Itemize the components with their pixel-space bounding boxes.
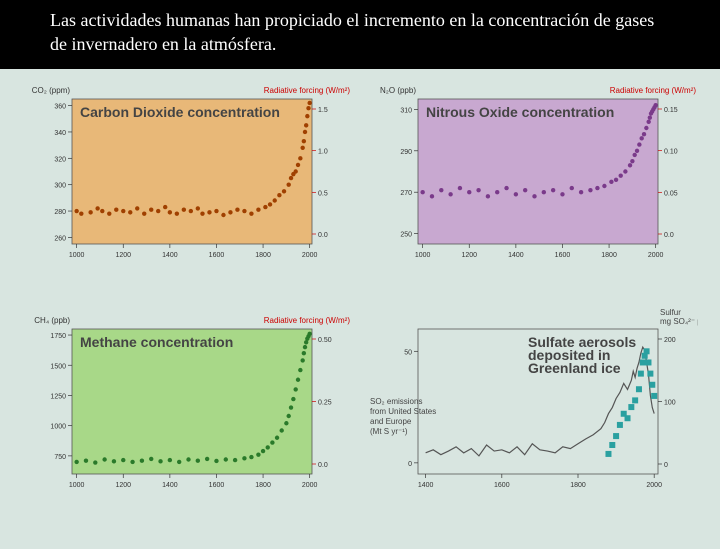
svg-text:0.0: 0.0: [318, 232, 328, 239]
svg-text:280: 280: [54, 209, 66, 216]
svg-text:mg SO₄²⁻ per tonne of ice: mg SO₄²⁻ per tonne of ice: [660, 317, 698, 326]
svg-text:0: 0: [664, 462, 668, 469]
svg-text:250: 250: [400, 231, 412, 238]
svg-text:320: 320: [54, 156, 66, 163]
svg-text:1000: 1000: [69, 252, 85, 259]
svg-text:2000: 2000: [646, 482, 662, 489]
chart-panel-ch4: CH₄ (ppb) Radiative forcing (W/m²) 1000 120…: [22, 309, 352, 509]
title-bar: Las actividades humanas han propiciado e…: [0, 0, 720, 69]
svg-text:290: 290: [400, 148, 412, 155]
svg-text:0.25: 0.25: [318, 399, 332, 406]
svg-text:750: 750: [54, 453, 66, 460]
svg-text:1800: 1800: [255, 482, 271, 489]
svg-text:1000: 1000: [415, 252, 431, 259]
chart-panel-sulfate: SO₂ emissionsfrom United Statesand Europ…: [368, 309, 698, 509]
svg-text:0.50: 0.50: [318, 337, 332, 344]
svg-text:0.5: 0.5: [318, 190, 328, 197]
svg-text:1200: 1200: [115, 252, 131, 259]
svg-text:2000: 2000: [302, 482, 318, 489]
svg-text:and Europe: and Europe: [370, 417, 412, 426]
svg-text:0.0: 0.0: [664, 232, 674, 239]
svg-text:2000: 2000: [302, 252, 318, 259]
svg-text:1200: 1200: [115, 482, 131, 489]
svg-text:1400: 1400: [162, 482, 178, 489]
svg-text:CO₂ (ppm): CO₂ (ppm): [32, 86, 71, 95]
svg-text:1400: 1400: [508, 252, 524, 259]
svg-text:0.0: 0.0: [318, 462, 328, 469]
svg-text:100: 100: [664, 399, 676, 406]
svg-text:1200: 1200: [461, 252, 477, 259]
svg-text:300: 300: [54, 182, 66, 189]
svg-text:Radiative forcing (W/m²): Radiative forcing (W/m²): [264, 86, 351, 95]
svg-text:1.0: 1.0: [318, 148, 328, 155]
svg-text:270: 270: [400, 190, 412, 197]
svg-text:310: 310: [400, 107, 412, 114]
svg-text:0.15: 0.15: [664, 107, 678, 114]
svg-text:260: 260: [54, 235, 66, 242]
svg-text:Sulfur: Sulfur: [660, 309, 681, 317]
chart-panel-n2o: N₂O (ppb) Radiative forcing (W/m²) 1000 120…: [368, 79, 698, 279]
panels-container: CO₂ (ppm)Radiative forcing (W/m²)1000120…: [0, 69, 720, 549]
svg-text:1.5: 1.5: [318, 107, 328, 114]
svg-text:0: 0: [408, 460, 412, 467]
svg-text:200: 200: [664, 337, 676, 344]
svg-text:SO₂ emissions: SO₂ emissions: [370, 397, 422, 406]
svg-text:Nitrous Oxide concentration: Nitrous Oxide concentration: [426, 104, 614, 120]
svg-text:1600: 1600: [209, 252, 225, 259]
svg-text:(Mt S yr⁻¹): (Mt S yr⁻¹): [370, 427, 408, 436]
svg-text:1000: 1000: [69, 482, 85, 489]
svg-text:Greenland ice: Greenland ice: [528, 360, 621, 376]
svg-text:Methane concentration: Methane concentration: [80, 334, 233, 350]
svg-text:0.10: 0.10: [664, 148, 678, 155]
svg-text:from United States: from United States: [370, 407, 436, 416]
svg-text:CH₄ (ppb): CH₄ (ppb): [34, 316, 70, 325]
svg-text:0.05: 0.05: [664, 190, 678, 197]
svg-text:360: 360: [54, 103, 66, 110]
chart-panel-co2: CO₂ (ppm) Radiative forcing (W/m²) 1000 120…: [22, 79, 352, 279]
svg-text:1400: 1400: [418, 482, 434, 489]
svg-text:Carbon Dioxide concentration: Carbon Dioxide concentration: [80, 104, 280, 120]
svg-text:50: 50: [404, 349, 412, 356]
svg-text:1800: 1800: [570, 482, 586, 489]
svg-text:1800: 1800: [601, 252, 617, 259]
svg-text:1000: 1000: [50, 423, 66, 430]
svg-text:1600: 1600: [209, 482, 225, 489]
svg-text:1600: 1600: [555, 252, 571, 259]
svg-text:1250: 1250: [50, 393, 66, 400]
svg-text:N₂O (ppb): N₂O (ppb): [380, 86, 416, 95]
svg-text:1400: 1400: [162, 252, 178, 259]
svg-text:Radiative forcing (W/m²): Radiative forcing (W/m²): [610, 86, 697, 95]
svg-text:340: 340: [54, 130, 66, 137]
page-title: Las actividades humanas han propiciado e…: [50, 8, 670, 57]
svg-text:2000: 2000: [648, 252, 664, 259]
svg-text:1600: 1600: [494, 482, 510, 489]
svg-text:1500: 1500: [50, 363, 66, 370]
svg-text:Radiative forcing (W/m²): Radiative forcing (W/m²): [264, 316, 351, 325]
svg-text:1800: 1800: [255, 252, 271, 259]
svg-text:1750: 1750: [50, 333, 66, 340]
